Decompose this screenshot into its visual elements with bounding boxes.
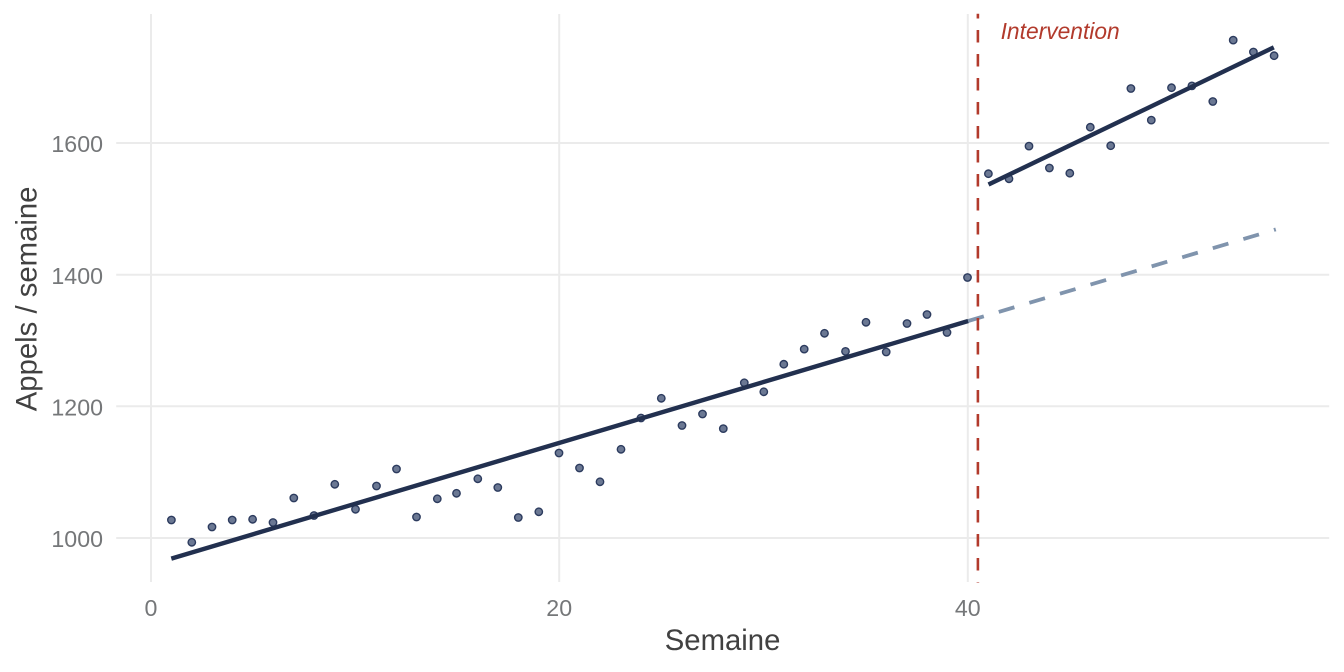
- svg-text:Appels / semaine: Appels / semaine: [10, 187, 43, 412]
- svg-text:Semaine: Semaine: [665, 624, 781, 657]
- svg-text:40: 40: [955, 595, 981, 621]
- svg-text:1400: 1400: [51, 263, 103, 289]
- svg-text:Intervention: Intervention: [1001, 18, 1120, 44]
- svg-text:0: 0: [145, 595, 158, 621]
- svg-text:1200: 1200: [51, 395, 103, 421]
- svg-text:1000: 1000: [51, 526, 103, 552]
- svg-text:1600: 1600: [51, 131, 103, 157]
- svg-text:20: 20: [546, 595, 572, 621]
